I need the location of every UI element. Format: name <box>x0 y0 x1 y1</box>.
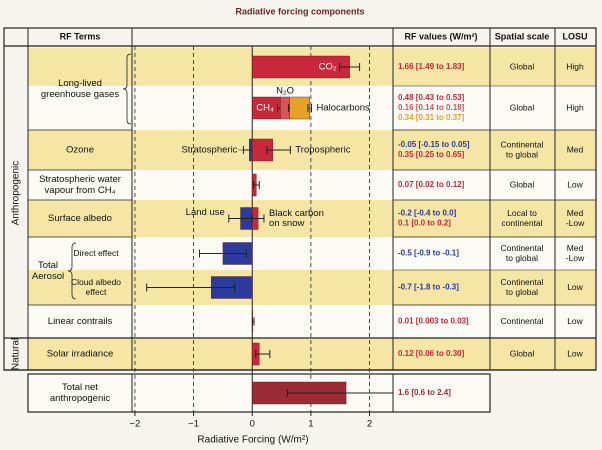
term-label: Total net <box>62 382 98 393</box>
spatial-scale: to global <box>506 149 538 159</box>
rf-value: 0.48 [0.43 to 0.53] <box>398 93 465 102</box>
losu: Med <box>567 243 584 253</box>
total-frame <box>27 373 491 413</box>
losu: Low <box>567 179 583 189</box>
spatial-scale: Continental <box>500 243 543 253</box>
bar <box>289 96 310 120</box>
spatial-scale: Continental <box>500 316 543 326</box>
term-label: vapour from CH₄ <box>45 185 116 196</box>
spatial-scale: Continental <box>500 277 543 287</box>
row-band <box>28 86 596 130</box>
section-label: Anthropogenic <box>11 161 22 226</box>
spatial-scale: to global <box>506 253 538 263</box>
rf-value: 1.66 [1.49 to 1.83] <box>398 62 465 71</box>
sub-term-label: effect <box>86 287 107 297</box>
marks <box>146 55 394 405</box>
losu: Med <box>567 144 584 154</box>
header: LOSU <box>562 31 587 41</box>
bar-label: CO₂ <box>319 62 337 73</box>
term-label: Linear contrails <box>48 316 113 327</box>
term-label: Surface albedo <box>48 213 112 224</box>
x-tick-label: 2 <box>367 419 372 430</box>
bar-label: on snow <box>269 218 305 229</box>
bar-label: Halocarbons <box>316 103 370 114</box>
bands <box>28 46 596 412</box>
spatial-scale: Global <box>510 102 535 112</box>
row-band <box>28 170 596 200</box>
spatial-scale: continental <box>501 218 542 228</box>
spatial-scale: Global <box>510 61 535 71</box>
term-label: anthropogenic <box>50 393 110 404</box>
x-tick-label: 1 <box>308 419 313 430</box>
row-band <box>28 237 596 270</box>
losu: High <box>566 61 584 71</box>
x-tick-label: −1 <box>188 419 199 430</box>
losu: -Low <box>566 218 585 228</box>
sub-term-label: Cloud albedo <box>71 277 121 287</box>
chart-title: Radiative forcing components <box>235 6 364 16</box>
losu: Low <box>567 282 583 292</box>
bar-label: Black carbon <box>269 208 324 219</box>
brace <box>122 53 132 125</box>
term-label: greenhouse gases <box>41 89 119 100</box>
spatial-scale: Local to <box>507 208 537 218</box>
x-tick-label: −2 <box>130 419 141 430</box>
bar-label: Land use <box>186 207 225 218</box>
term-label: Solar irradiance <box>47 349 114 360</box>
section-label: Natural <box>11 338 22 370</box>
rf-value: 0.16 [0.14 to 0.18] <box>398 103 465 112</box>
term-label: Stratospheric water <box>39 174 121 185</box>
row-band <box>28 270 596 305</box>
spatial-scale: Global <box>510 179 535 189</box>
texts: Radiative forcing components RF Terms RF… <box>11 6 588 445</box>
x-axis-label: Radiative Forcing (W/m²) <box>197 435 308 446</box>
header: RF values (W/m²) <box>404 31 477 41</box>
rf-value: 0.01 [0.003 to 0.03] <box>398 317 469 326</box>
header: Spatial scale <box>495 31 550 41</box>
term-label: Ozone <box>66 145 94 156</box>
row-band <box>28 338 596 370</box>
rf-value: 0.35 [0.25 to 0.65] <box>398 150 465 159</box>
rf-value: -0.5 [-0.9 to -0.1] <box>398 249 459 258</box>
spatial-scale: Continental <box>500 139 543 149</box>
sub-term-label: Direct effect <box>73 248 119 258</box>
losu: Low <box>567 348 583 358</box>
losu: -Low <box>566 253 585 263</box>
row-band <box>28 305 596 338</box>
term-label: Aerosol <box>32 271 64 282</box>
rf-value: -0.05 [-0.15 to 0.05] <box>398 140 470 149</box>
row-band <box>28 200 596 237</box>
bar-label: Tropospheric <box>295 145 350 156</box>
header: RF Terms <box>60 31 101 41</box>
bar-label: Stratospheric <box>181 145 237 156</box>
losu: Med <box>567 208 584 218</box>
row-band <box>28 130 596 170</box>
losu: High <box>566 102 584 112</box>
spatial-scale: to global <box>506 287 538 297</box>
term-label: Long-lived <box>58 78 102 89</box>
rf-value: -0.7 [-1.8 to -0.3] <box>398 283 459 292</box>
rf-value: -0.2 [-0.4 to 0.0] <box>398 209 457 218</box>
table-lines <box>3 27 597 416</box>
bar-label: CH₄ <box>256 103 274 114</box>
losu: Low <box>567 316 583 326</box>
bar-label: N₂O <box>276 86 294 97</box>
spatial-scale: Global <box>510 348 535 358</box>
x-tick-label: 0 <box>250 419 255 430</box>
brace <box>67 242 77 300</box>
rf-value: 0.12 [0.06 to 0.30] <box>398 349 465 358</box>
rf-value: 0.34 [0.31 to 0.37] <box>398 113 465 122</box>
rf-value: 0.1 [0.0 to 0.2] <box>398 219 451 228</box>
rf-value: 1.6 [0.6 to 2.4] <box>398 388 451 397</box>
rf-value: 0.07 [0.02 to 0.12] <box>398 180 465 189</box>
term-label: Total <box>38 260 58 271</box>
